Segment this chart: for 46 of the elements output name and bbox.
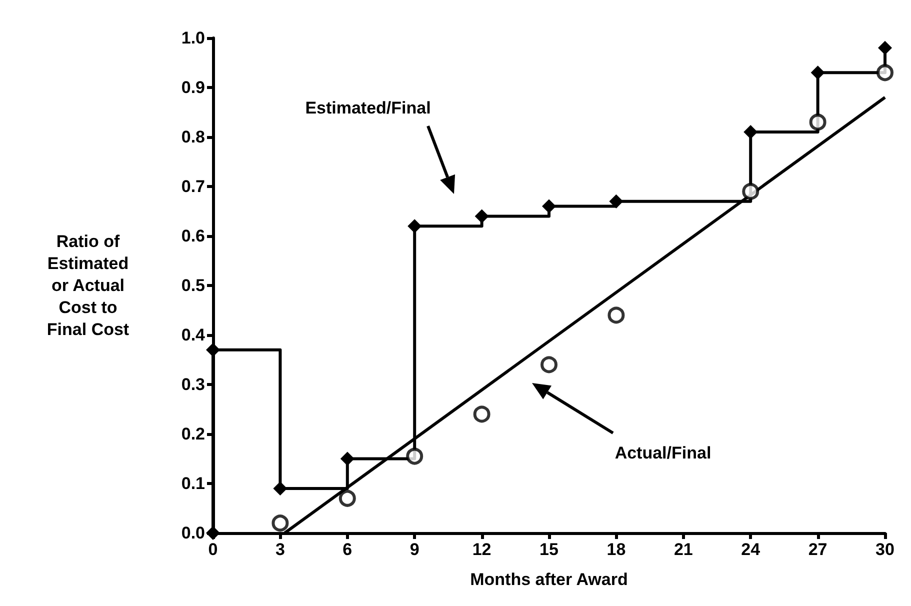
annotation: Actual/Final xyxy=(614,444,712,462)
y-tick-label: 0.9 xyxy=(181,78,205,97)
x-axis-title: Months after Award xyxy=(470,570,628,589)
point xyxy=(473,406,490,423)
point xyxy=(474,209,489,224)
x-tick-label: 18 xyxy=(606,540,626,559)
point xyxy=(878,40,892,55)
x-tick-label: 6 xyxy=(342,540,352,559)
point xyxy=(609,194,624,208)
y-tick-label: 0.2 xyxy=(181,424,205,444)
point xyxy=(744,125,758,140)
y-tick-label: 1.0 xyxy=(181,28,205,48)
point xyxy=(338,490,356,507)
point xyxy=(742,182,760,200)
point xyxy=(340,452,354,466)
y-tick-label: 0.4 xyxy=(181,326,206,344)
x-tick-label: 3 xyxy=(275,540,285,559)
point xyxy=(876,64,894,82)
y-tick-label: 0.1 xyxy=(181,474,205,493)
x-tick-label: 21 xyxy=(674,540,693,559)
y-tick-label: 0.3 xyxy=(181,375,205,394)
point xyxy=(406,448,424,465)
point xyxy=(206,526,220,540)
point xyxy=(408,219,422,234)
x-tick-label: 30 xyxy=(876,540,894,559)
annotation: Estimated/Final xyxy=(305,98,431,118)
point xyxy=(810,66,825,80)
y-tick-label: 0.8 xyxy=(181,128,205,146)
point xyxy=(542,199,556,214)
y-tick-label: 0.7 xyxy=(181,177,205,196)
x-tick-label: 0 xyxy=(208,540,218,559)
x-tick-label: 24 xyxy=(741,540,761,559)
x-tick-label: 27 xyxy=(808,540,828,559)
x-tick-label: 12 xyxy=(472,540,492,559)
point xyxy=(272,514,289,532)
y-tick-label: 0.5 xyxy=(181,276,205,295)
point xyxy=(809,114,826,131)
point xyxy=(273,481,288,496)
point xyxy=(608,306,625,324)
y-tick-label: 0.0 xyxy=(181,524,205,542)
y-tick-label: 0.6 xyxy=(181,226,205,246)
point xyxy=(540,356,558,374)
point xyxy=(206,342,220,357)
y-axis-title: Ratio of Estimated or Actual Cost to Final Cost xyxy=(46,232,130,339)
x-tick-label: 15 xyxy=(540,540,558,559)
x-tick-label: 9 xyxy=(410,540,420,559)
